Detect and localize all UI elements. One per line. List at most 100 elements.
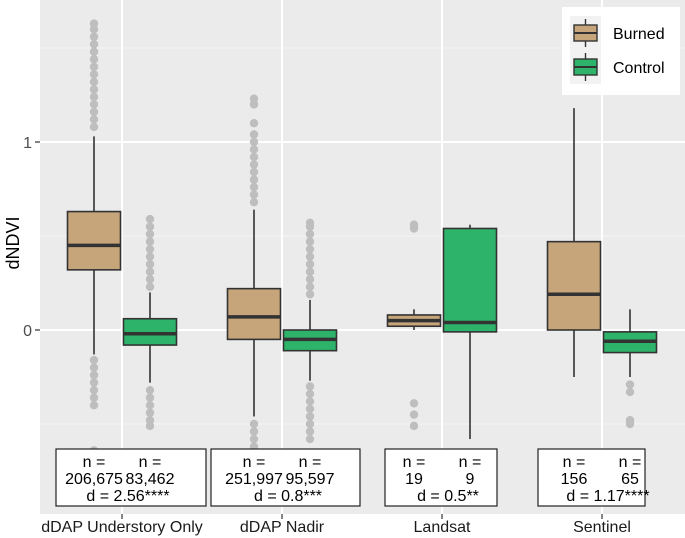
- y-tick-label: 0: [23, 323, 32, 340]
- outlier-point-burned-ddap-understory-only: [89, 100, 99, 109]
- x-tick-label: dDAP Nadir: [240, 519, 325, 536]
- outlier-point-control-sentinel: [625, 387, 635, 397]
- outlier-point-burned-ddap-understory-only: [89, 32, 99, 41]
- effect-size-label: d = 0.8***: [254, 488, 322, 505]
- outlier-point-control-ddap-nadir: [305, 427, 315, 436]
- legend-label-control: Control: [613, 60, 665, 77]
- box-control-ddap-understory-only: [122, 317, 178, 346]
- outlier-point-burned-ddap-understory-only: [89, 363, 99, 372]
- outlier-point-burned-ddap-understory-only: [89, 85, 99, 94]
- outlier-point-control-sentinel: [625, 380, 635, 389]
- outlier-point-burned-ddap-nadir: [249, 427, 259, 436]
- x-tick-label: dDAP Understory Only: [41, 519, 203, 536]
- effect-size-label: d = 0.5**: [417, 488, 479, 505]
- outlier-point-burned-ddap-understory-only: [89, 378, 99, 387]
- outlier-point-control-ddap-nadir: [305, 397, 315, 406]
- x-axis: dDAP Understory Only dDAP Nadir Landsat Sen…: [41, 514, 631, 536]
- legend: Burned Control: [562, 7, 680, 95]
- outlier-point-control-ddap-nadir: [305, 252, 315, 261]
- box-burned-sentinel: [546, 240, 602, 331]
- legend-label-burned: Burned: [613, 26, 665, 43]
- n-value-burned: 156: [561, 471, 588, 488]
- n-value-control: 9: [466, 471, 475, 488]
- outlier-point-burned-ddap-nadir: [249, 160, 259, 169]
- outlier-point-control-ddap-understory-only: [145, 214, 155, 224]
- outlier-point-control-ddap-understory-only: [145, 267, 155, 276]
- n-value-burned: 19: [405, 471, 423, 488]
- outlier-point-burned-ddap-nadir: [249, 182, 259, 192]
- outlier-point-burned-ddap-understory-only: [89, 55, 99, 64]
- outlier-point-burned-ddap-nadir: [249, 175, 259, 184]
- outlier-point-control-ddap-understory-only: [145, 237, 155, 246]
- outlier-point-burned-ddap-understory-only: [89, 385, 99, 395]
- outlier-point-control-ddap-understory-only: [145, 408, 155, 417]
- outlier-point-control-ddap-nadir: [305, 419, 315, 429]
- effect-size-label: d = 1.17****: [566, 488, 649, 505]
- outlier-point-control-ddap-understory-only: [145, 229, 155, 239]
- annotation-box-sentinel: [537, 448, 646, 507]
- legend-key-burned: [570, 16, 601, 50]
- outlier-point-burned-ddap-understory-only: [89, 401, 99, 410]
- outlier-point-burned-ddap-understory-only: [89, 62, 99, 71]
- x-tick-label: Landsat: [414, 519, 471, 536]
- outlier-point-burned-ddap-nadir: [249, 130, 259, 139]
- outlier-point-control-ddap-understory-only: [145, 385, 155, 395]
- outlier-point-burned-ddap-understory-only: [89, 47, 99, 56]
- outlier-point-burned-landsat: [409, 421, 419, 431]
- annotation-box-landsat: [384, 448, 498, 507]
- outlier-point-burned-ddap-understory-only: [89, 393, 99, 402]
- n-value-control: 95,597: [286, 471, 335, 488]
- outlier-point-control-ddap-nadir: [305, 290, 315, 299]
- outlier-point-burned-ddap-nadir: [249, 197, 259, 207]
- outlier-point-burned-ddap-understory-only: [89, 115, 99, 124]
- effect-size-label: d = 2.56****: [86, 488, 169, 505]
- n-label-burned: n =: [83, 454, 106, 471]
- outlier-point-burned-ddap-understory-only: [89, 92, 99, 102]
- outlier-point-control-ddap-nadir: [305, 237, 315, 246]
- outlier-point-control-ddap-understory-only: [145, 252, 155, 261]
- y-axis-label: dNDVI: [3, 216, 23, 269]
- outlier-point-burned-ddap-understory-only: [89, 19, 99, 28]
- outlier-point-control-ddap-nadir: [305, 382, 315, 391]
- outlier-point-control-ddap-nadir: [305, 282, 315, 291]
- outlier-point-control-ddap-nadir: [305, 267, 315, 276]
- n-value-burned: 206,675: [65, 471, 123, 488]
- outlier-point-burned-ddap-nadir: [249, 152, 259, 162]
- outlier-point-burned-landsat: [409, 224, 419, 233]
- n-value-control: 65: [621, 471, 639, 488]
- y-axis: 01: [23, 135, 40, 340]
- outlier-point-burned-ddap-nadir: [249, 167, 259, 177]
- outlier-point-control-ddap-nadir: [305, 434, 315, 444]
- box-control-landsat: [442, 227, 498, 333]
- annotation-box-ddap-understory-only: [55, 448, 207, 507]
- outlier-point-burned-ddap-understory-only: [89, 70, 99, 79]
- n-label-control: n =: [299, 454, 322, 471]
- outlier-point-burned-landsat: [409, 399, 419, 408]
- outlier-point-control-ddap-understory-only: [145, 282, 155, 291]
- outlier-point-control-ddap-understory-only: [145, 275, 155, 284]
- n-value-burned: 251,997: [225, 471, 283, 488]
- n-label-burned: n =: [403, 454, 426, 471]
- outlier-point-control-ddap-nadir: [305, 260, 315, 269]
- outlier-point-burned-ddap-nadir: [249, 434, 259, 444]
- outlier-point-control-ddap-nadir: [305, 404, 315, 414]
- boxes: [66, 19, 658, 459]
- n-label-burned: n =: [563, 454, 586, 471]
- n-label-control: n =: [139, 454, 162, 471]
- outlier-point-control-ddap-understory-only: [145, 244, 155, 254]
- y-tick-label: 1: [23, 135, 32, 152]
- outlier-point-burned-ddap-nadir: [249, 145, 259, 154]
- outlier-point-control-sentinel: [625, 419, 635, 429]
- outlier-point-burned-ddap-nadir: [249, 190, 259, 199]
- n-label-control: n =: [619, 454, 642, 471]
- outlier-point-burned-ddap-nadir: [249, 119, 259, 128]
- outlier-point-control-ddap-nadir: [305, 412, 315, 421]
- outlier-point-control-ddap-understory-only: [145, 393, 155, 402]
- n-label-control: n =: [459, 454, 482, 471]
- outlier-point-control-ddap-understory-only: [145, 260, 155, 269]
- outlier-point-burned-landsat: [409, 410, 419, 419]
- outlier-point-burned-ddap-nadir: [249, 94, 259, 103]
- outlier-point-burned-ddap-understory-only: [89, 122, 99, 132]
- outlier-point-control-ddap-understory-only: [145, 222, 155, 231]
